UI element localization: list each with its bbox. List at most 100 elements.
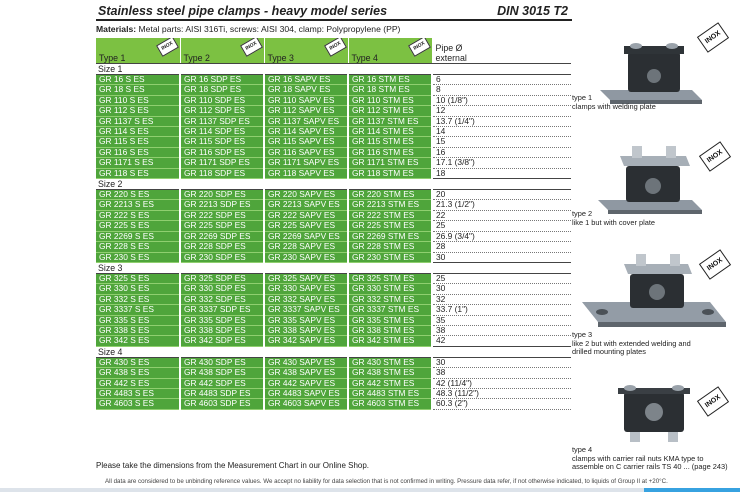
table-row: GR 342 S ES GR 342 SDP ES GR 342 SAPV ES GR… (96, 335, 571, 347)
part-number-cell: GR 118 SDP ES (180, 168, 265, 180)
part-number-cell: GR 225 S ES (96, 220, 181, 232)
table-row: GR 2213 S ES GR 2213 SDP ES GR 2213 SAPV E… (96, 199, 571, 211)
part-number-cell: GR 18 SDP ES (180, 84, 265, 96)
part-number-cell: GR 16 STM ES (348, 74, 433, 86)
type3-label: type 3 like 2 but with extended welding … (572, 330, 691, 357)
part-number-cell: GR 1171 SAPV ES (264, 157, 349, 169)
part-number-cell: GR 18 S ES (96, 84, 181, 96)
pipe-diameter-cell: 14 (432, 126, 571, 138)
table-row: GR 335 S ES GR 335 SDP ES GR 335 SAPV ES GR… (96, 315, 571, 326)
part-number-cell: GR 4483 SAPV ES (264, 388, 349, 400)
part-number-cell: GR 442 S ES (96, 378, 181, 389)
pipe-diameter-cell: 12 (432, 105, 571, 117)
table-row: GR 220 S ES GR 220 SDP ES GR 220 SAPV ES GR… (96, 189, 571, 201)
part-number-cell: GR 220 SAPV ES (264, 189, 349, 201)
table-row: GR 115 S ES GR 115 SDP ES GR 115 SAPV ES GR… (96, 136, 571, 148)
pipe-diameter-cell: 18 (432, 168, 571, 180)
size-label: Size 4 (96, 345, 571, 358)
table-row: GR 3337 S ES GR 3337 SDP ES GR 3337 SAPV E… (96, 304, 571, 316)
materials-line: Materials: Metal parts: AISI 316Ti, scre… (96, 24, 400, 34)
pipe-diameter-cell: 25 (432, 220, 571, 232)
pipe-diameter-cell: 42 (11/4") (432, 378, 571, 389)
column-header-type2: Type 2 INOX (180, 38, 265, 64)
table-row: GR 330 S ES GR 330 SDP ES GR 330 SAPV ES GR… (96, 283, 571, 295)
part-number-cell: GR 110 STM ES (348, 95, 433, 107)
part-number-cell: GR 2269 S ES (96, 231, 181, 243)
bottom-divider (0, 488, 740, 492)
part-number-cell: GR 342 SAPV ES (264, 335, 349, 347)
part-number-cell: GR 342 SDP ES (180, 335, 265, 347)
pipe-diameter-cell: 13.7 (1/4") (432, 116, 571, 128)
part-number-cell: GR 116 SAPV ES (264, 147, 349, 159)
part-number-cell: GR 4603 STM ES (348, 398, 433, 410)
part-number-cell: GR 18 STM ES (348, 84, 433, 96)
part-number-cell: GR 2213 STM ES (348, 199, 433, 211)
part-number-cell: GR 1137 SAPV ES (264, 116, 349, 128)
pipe-diameter-cell: 16 (432, 147, 571, 159)
table-row: GR 118 S ES GR 118 SDP ES GR 118 SAPV ES GR… (96, 168, 571, 180)
part-number-cell: GR 442 SDP ES (180, 378, 265, 389)
part-number-cell: GR 325 SDP ES (180, 273, 265, 285)
part-number-cell: GR 4483 S ES (96, 388, 181, 400)
part-number-cell: GR 228 SDP ES (180, 241, 265, 253)
pipe-diameter-cell: 38 (432, 325, 571, 337)
part-number-cell: GR 222 S ES (96, 210, 181, 222)
part-number-cell: GR 16 SDP ES (180, 74, 265, 86)
part-number-cell: GR 438 STM ES (348, 367, 433, 379)
part-number-cell: GR 222 SAPV ES (264, 210, 349, 222)
clamp-cover-plate-photo (598, 146, 702, 214)
table-row: GR 338 S ES GR 338 SDP ES GR 338 SAPV ES GR… (96, 325, 571, 337)
part-number-cell: GR 338 STM ES (348, 325, 433, 337)
part-number-cell: GR 2213 S ES (96, 199, 181, 211)
type2-label: type 2 like 1 but with cover plate (572, 209, 655, 227)
pipe-diameter-cell: 17.1 (3/8") (432, 157, 571, 169)
part-number-cell: GR 110 SAPV ES (264, 95, 349, 107)
part-number-cell: GR 114 SAPV ES (264, 126, 349, 138)
table-row: GR 18 S ES GR 18 SDP ES GR 18 SAPV ES GR 18… (96, 84, 571, 96)
part-number-cell: GR 118 STM ES (348, 168, 433, 180)
pipe-diameter-cell: 26.9 (3/4") (432, 231, 571, 243)
pipe-diameter-cell: 10 (1/8") (432, 95, 571, 107)
part-number-cell: GR 330 SDP ES (180, 283, 265, 295)
materials-text: Metal parts: AISI 316Ti, screws: AISI 30… (138, 24, 401, 34)
part-number-cell: GR 110 S ES (96, 95, 181, 107)
pipe-diameter-cell: 42 (432, 335, 571, 347)
part-number-cell: GR 1137 SDP ES (180, 116, 265, 128)
title-bar: Stainless steel pipe clamps - heavy mode… (96, 2, 572, 21)
part-number-cell: GR 115 SAPV ES (264, 136, 349, 148)
size-label: Size 3 (96, 261, 571, 274)
part-number-cell: GR 325 S ES (96, 273, 181, 285)
page-title: Stainless steel pipe clamps - heavy mode… (98, 4, 388, 18)
part-number-cell: GR 118 S ES (96, 168, 181, 180)
pipe-diameter-cell: 35 (432, 315, 571, 326)
part-number-cell: GR 1137 STM ES (348, 116, 433, 128)
table-row: GR 116 S ES GR 116 SDP ES GR 116 SAPV ES GR… (96, 147, 571, 159)
part-number-cell: GR 228 SAPV ES (264, 241, 349, 253)
part-number-cell: GR 330 STM ES (348, 283, 433, 295)
clamp-mounting-plate-photo (582, 254, 726, 327)
part-number-cell: GR 1171 STM ES (348, 157, 433, 169)
part-number-cell: GR 2269 SDP ES (180, 231, 265, 243)
table-row: GR 114 S ES GR 114 SDP ES GR 114 SAPV ES GR… (96, 126, 571, 138)
part-number-cell: GR 112 SDP ES (180, 105, 265, 117)
part-number-cell: GR 338 S ES (96, 325, 181, 337)
part-number-cell: GR 330 SAPV ES (264, 283, 349, 295)
column-header-type3: Type 3 INOX (264, 38, 349, 64)
part-number-cell: GR 3337 SDP ES (180, 304, 265, 316)
part-number-cell: GR 438 SAPV ES (264, 367, 349, 379)
materials-label: Materials: (96, 24, 137, 34)
part-number-cell: GR 442 SAPV ES (264, 378, 349, 389)
pipe-diameter-cell: 30 (432, 283, 571, 295)
part-number-cell: GR 230 STM ES (348, 252, 433, 263)
part-number-cell: GR 228 S ES (96, 241, 181, 253)
pipe-diameter-cell: 32 (432, 294, 571, 306)
part-number-cell: GR 4483 SDP ES (180, 388, 265, 400)
part-number-cell: GR 325 STM ES (348, 273, 433, 285)
part-number-cell: GR 4603 SDP ES (180, 398, 265, 410)
part-number-cell: GR 332 SAPV ES (264, 294, 349, 306)
part-number-cell: GR 2269 STM ES (348, 231, 433, 243)
part-number-cell: GR 3337 STM ES (348, 304, 433, 316)
pipe-diameter-cell: 8 (432, 84, 571, 96)
inox-badge-icon: INOX (407, 38, 431, 57)
